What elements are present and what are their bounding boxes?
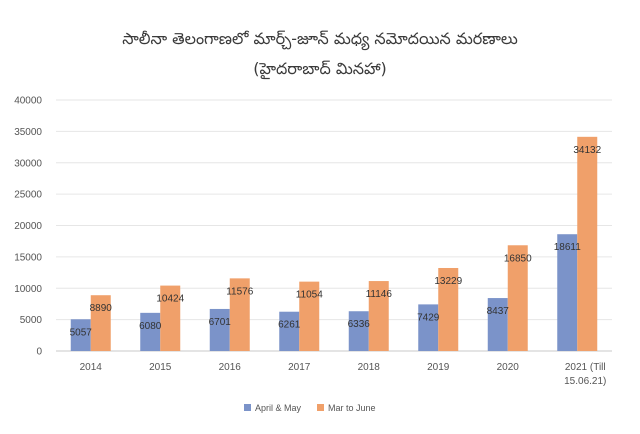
x-tick-label: 2018	[358, 362, 381, 373]
legend-swatch	[317, 404, 324, 411]
x-tick-label: 2020	[497, 362, 520, 373]
data-label: 6336	[348, 319, 371, 330]
chart-title: సాలీనా తెలంగాణలో మార్చ్-జూన్ మధ్య నమోదయి…	[122, 29, 518, 51]
data-label: 6261	[278, 320, 301, 331]
y-tick-label: 40000	[14, 96, 42, 107]
bar-mar-june	[507, 245, 528, 351]
bar-april-may	[487, 298, 508, 351]
data-label: 11146	[366, 289, 393, 300]
legend-label: Mar to June	[328, 403, 376, 413]
bar-april-may	[348, 311, 369, 351]
data-label: 6080	[139, 321, 162, 332]
x-tick-label: 2017	[288, 362, 311, 373]
data-label: 10424	[156, 294, 184, 305]
data-label: 11054	[296, 290, 324, 301]
bar-mar-june	[577, 136, 598, 351]
y-tick-label: 25000	[14, 190, 42, 201]
y-axis-ticks: 0 5000 10000 15000 20000 25000 30000 35000 40000	[14, 96, 42, 358]
y-tick-label: 20000	[14, 221, 42, 232]
bar-april-may	[209, 308, 230, 351]
chart-subtitle: (హైదరాబాద్ మినహా)	[253, 59, 387, 80]
y-tick-label: 10000	[14, 284, 42, 295]
x-tick-label: 2016	[219, 362, 242, 373]
y-tick-label: 15000	[14, 252, 42, 263]
bar-mar-june	[229, 278, 250, 351]
bar-mar-june	[438, 267, 459, 351]
y-tick-label: 35000	[14, 127, 42, 138]
bar-mar-june	[90, 295, 111, 351]
bars	[70, 136, 598, 351]
data-label: 8890	[90, 303, 113, 314]
data-label: 34132	[573, 145, 601, 156]
data-label: 6701	[209, 317, 232, 328]
data-label: 5057	[70, 327, 93, 338]
bar-april-may	[70, 319, 91, 351]
bar-mar-june	[368, 281, 389, 351]
gridlines	[56, 99, 612, 352]
bar-april-may	[557, 234, 578, 351]
legend-swatch	[244, 404, 251, 411]
legend-label: April & May	[255, 403, 302, 413]
y-tick-label: 5000	[20, 315, 43, 326]
x-axis-ticks: 2014 2015 2016 2017 2018 2019 2020 2021 (Till 15…	[80, 362, 607, 387]
y-tick-label: 30000	[14, 158, 42, 169]
x-tick-label: 2021 (Till 15.06.21)	[564, 362, 606, 387]
data-labels: 5057 8890 6080 10424 6701 11576 6261 11054 6336 1…	[70, 145, 602, 338]
y-tick-label: 0	[36, 347, 42, 358]
data-label: 11576	[226, 286, 254, 297]
data-label: 16850	[504, 253, 532, 264]
data-label: 18611	[554, 242, 582, 253]
x-tick-label: 2015	[149, 362, 172, 373]
bar-mar-june	[160, 285, 181, 351]
data-label: 7429	[417, 312, 440, 323]
legend: April & May Mar to June	[244, 403, 376, 413]
bar-april-may	[418, 304, 439, 351]
bar-mar-june	[299, 281, 320, 351]
bar-april-may	[279, 311, 300, 351]
bar-april-may	[140, 312, 161, 351]
data-label: 13229	[434, 276, 462, 287]
data-label: 8437	[487, 306, 510, 317]
x-tick-label: 2014	[80, 362, 103, 373]
x-tick-label: 2019	[427, 362, 450, 373]
